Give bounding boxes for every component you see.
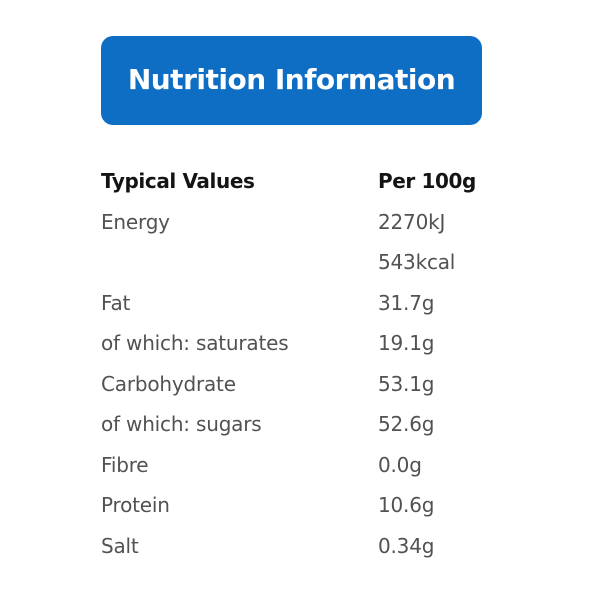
- row-label: of which: sugars: [101, 412, 262, 437]
- row-value: 0.0g: [378, 452, 422, 477]
- row-value: 52.6g: [378, 412, 435, 437]
- nutrition-table: Typical Values Per 100g Energy 2270kJ 54…: [101, 161, 521, 566]
- row-label: Fat: [101, 290, 131, 315]
- column-header-per-100g: Per 100g: [378, 169, 476, 194]
- row-label: Energy: [101, 209, 170, 234]
- column-header-typical-values: Typical Values: [101, 169, 255, 194]
- row-value: 53.1g: [378, 371, 435, 396]
- table-row-energy-kcal: 543kcal: [101, 242, 521, 283]
- table-row-protein: Protein 10.6g: [101, 485, 521, 526]
- table-row-fat: Fat 31.7g: [101, 283, 521, 324]
- row-label: of which: saturates: [101, 331, 289, 356]
- row-value: 543kcal: [378, 250, 456, 275]
- table-header-row: Typical Values Per 100g: [101, 161, 521, 202]
- row-value: 0.34g: [378, 533, 435, 558]
- row-value: 10.6g: [378, 493, 435, 518]
- row-label: Salt: [101, 533, 139, 558]
- table-row-energy: Energy 2270kJ: [101, 202, 521, 243]
- nutrition-header-banner: Nutrition Information: [101, 36, 482, 125]
- table-row-saturates: of which: saturates 19.1g: [101, 323, 521, 364]
- table-row-fibre: Fibre 0.0g: [101, 445, 521, 486]
- row-label: Carbohydrate: [101, 371, 236, 396]
- row-value: 19.1g: [378, 331, 435, 356]
- row-label: Protein: [101, 493, 170, 518]
- row-value: 2270kJ: [378, 209, 446, 234]
- table-row-sugars: of which: sugars 52.6g: [101, 404, 521, 445]
- row-label: Fibre: [101, 452, 149, 477]
- table-row-salt: Salt 0.34g: [101, 526, 521, 567]
- table-row-carbohydrate: Carbohydrate 53.1g: [101, 364, 521, 405]
- row-value: 31.7g: [378, 290, 435, 315]
- page-title: Nutrition Information: [127, 63, 456, 96]
